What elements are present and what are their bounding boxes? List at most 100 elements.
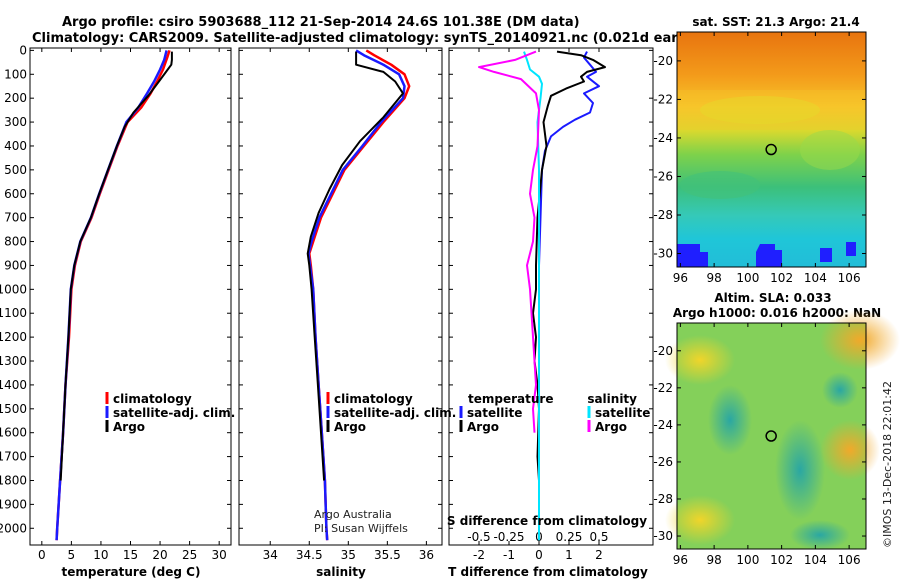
lon-tick-label: 98 [706,271,721,285]
lon-tick-label: 104 [804,271,827,285]
x-tick-label: 0 [38,548,46,562]
sla-argo-position-marker [765,430,777,442]
lat-tick-label: -30 [653,247,673,261]
depth-tick-label: 1200 [0,330,27,344]
legend-climatology-label: climatology [113,392,192,406]
legend-s-argo-label: Argo [595,420,627,434]
sst-warm-band [677,90,866,130]
s-difference-tick-label: 0.5 [589,530,608,544]
depth-tick-label: 200 [4,91,27,105]
depth-tick-label: 1400 [0,378,27,392]
lon-tick-label: 106 [838,271,861,285]
lon-tick-label: 96 [673,553,688,567]
lat-tick-label: -20 [653,344,673,358]
sla-map-title-line1: Altim. SLA: 0.033 [714,291,831,305]
salinity-plot-area [238,47,443,546]
temperature-panel: 0 5 10 15 20 25 30 [30,48,231,562]
legend-climatology-label: climatology [334,392,413,406]
x-tick-label: 5 [68,548,76,562]
series-line-salinity-argo [478,50,540,433]
salinity-legend: climatology satellite-adj. clim. Argo [326,392,456,434]
temperature-plot-area [29,47,232,546]
depth-tick-label: 1900 [0,497,27,511]
sla-feature [775,420,825,520]
lat-tick-label: -22 [653,381,673,395]
depth-tick-label: 600 [4,187,27,201]
depth-tick-label: 1700 [0,450,27,464]
x-tick-label: -1 [503,548,515,562]
legend-satellite-label: satellite-adj. clim. [113,406,235,420]
lat-tick-label: -26 [653,169,673,183]
legend-t-satellite-label: satellite [467,406,522,420]
lat-tick-label: -24 [653,418,673,432]
depth-tick-label: 100 [4,67,27,81]
legend-satellite-label: satellite-adj. clim. [334,406,456,420]
sst-cold-patch [846,242,856,256]
figure-title-line2: Climatology: CARS2009. Satellite-adjuste… [32,31,708,46]
legend-s-satellite-label: satellite [595,406,650,420]
depth-tick-label: 1300 [0,354,27,368]
imos-stamp: ©IMOS 13-Dec-2018 22:01:42 [881,381,894,548]
legend-argo-label: Argo [334,420,366,434]
x-tick-label: 34.5 [296,548,323,562]
t-difference-axis-label: T difference from climatology [448,565,648,579]
lat-tick-label: -22 [653,92,673,106]
x-tick-label: 36 [419,548,434,562]
legend-temperature-title: temperature [468,392,553,406]
credit-line2: PI: Susan Wijffels [314,522,408,535]
sla-feature [708,385,752,455]
salinity-panel: 34 34.5 35 35.5 36 [239,48,442,562]
sla-feature [822,372,858,408]
sst-feature [700,96,820,124]
s-difference-axis-label: S difference from climatology [447,514,647,528]
depth-tick-label: 1100 [0,306,27,320]
sla-map-frame [676,322,867,550]
lat-tick-label: -30 [653,529,673,543]
sst-feature [800,130,860,170]
sst-map-title: sat. SST: 21.3 Argo: 21.4 [692,15,859,29]
lon-tick-label: 106 [838,553,861,567]
sla-map-title-line2: Argo h1000: 0.016 h2000: NaN [673,306,881,320]
series-line-argo [306,51,404,481]
depth-tick-label: 900 [4,258,27,272]
sla-feature [820,310,900,370]
lon-tick-label: 100 [736,553,759,567]
depth-tick-label: 500 [4,163,27,177]
lon-tick-label: 104 [804,553,827,567]
figure-title-line1: Argo profile: csiro 5903688_112 21-Sep-2… [62,15,580,30]
legend-salinity-title: salinity [587,392,637,406]
sst-cold-patch [677,244,708,267]
lon-tick-label: 98 [706,553,721,567]
lat-tick-label: -26 [653,455,673,469]
x-tick-label: 1 [565,548,573,562]
salinity-axis-label: salinity [316,565,366,579]
depth-tick-label: 0 [19,43,27,57]
lon-tick-label: 102 [770,553,793,567]
x-tick-label: 35.5 [374,548,401,562]
series-line-argo [59,51,173,481]
temperature-axis-label: temperature (deg C) [62,565,201,579]
depth-tick-label: 400 [4,139,27,153]
legend-t-argo-label: Argo [467,420,499,434]
lon-tick-label: 102 [770,271,793,285]
depth-tick-label: 1600 [0,426,27,440]
x-tick-label: 30 [212,548,227,562]
x-tick-label: 20 [152,548,167,562]
sla-feature [665,335,735,385]
x-tick-label: 15 [123,548,138,562]
depth-tick-label: 1800 [0,473,27,487]
x-tick-label: 25 [182,548,197,562]
x-tick-label: 0 [535,548,543,562]
credit-line1: Argo Australia [314,508,392,521]
depth-tick-label: 1000 [0,282,27,296]
x-tick-label: -2 [473,548,485,562]
lat-tick-label: -24 [653,131,673,145]
s-difference-tick-label: 0.25 [556,530,583,544]
x-tick-label: 35 [341,548,356,562]
lat-tick-label: -20 [653,54,673,68]
